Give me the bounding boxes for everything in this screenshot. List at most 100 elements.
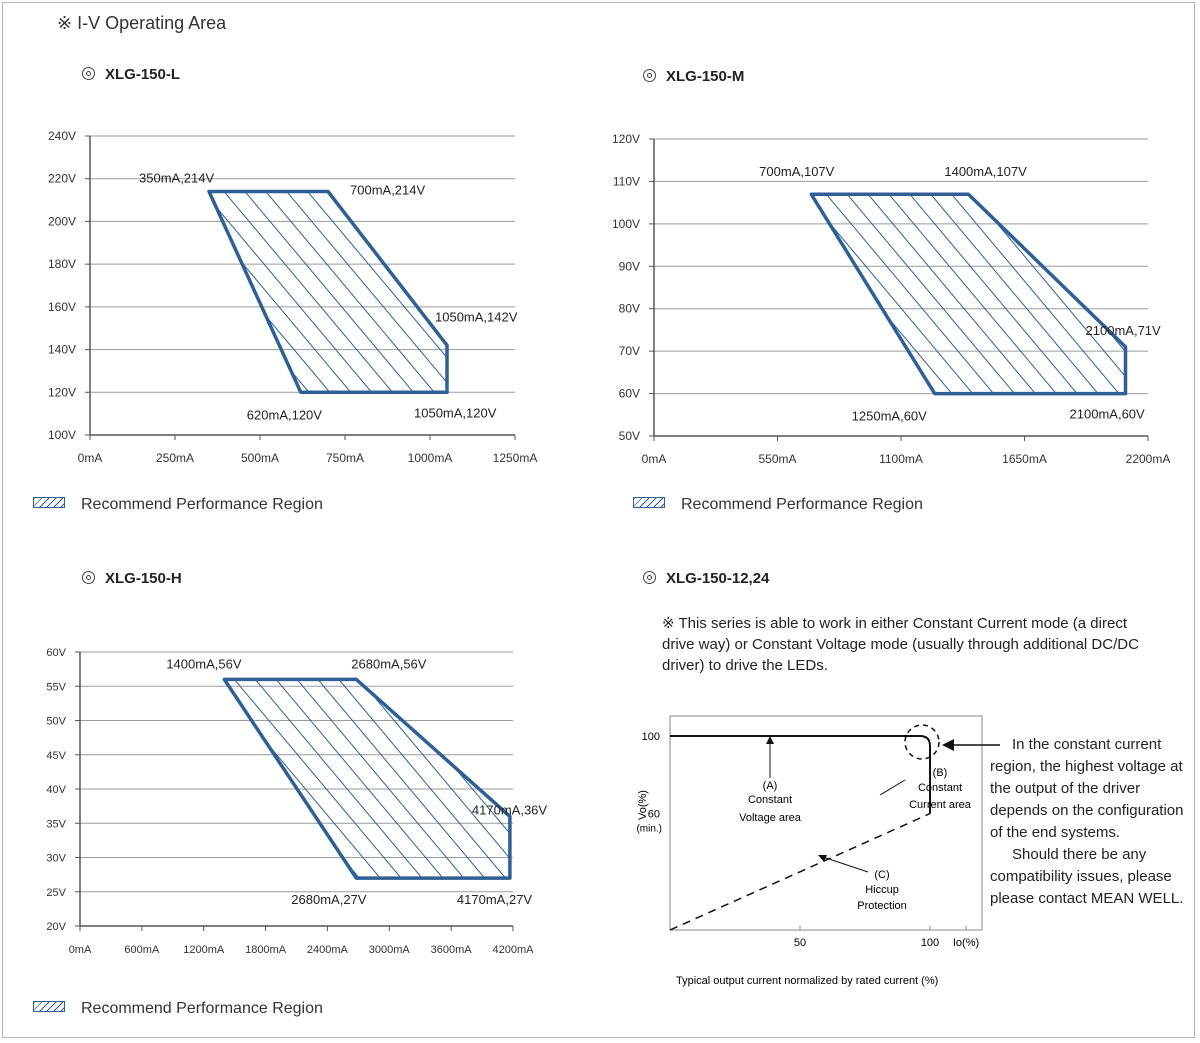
- x-tick-label: 1100mA: [879, 452, 923, 466]
- hatch-swatch-icon: [633, 497, 665, 508]
- chart-title-12-24: XLG-150-12,24: [643, 570, 769, 587]
- operating-region: [809, 192, 1128, 396]
- legend-m-label: Recommend Performance Region: [681, 496, 923, 513]
- chart-title-l: XLG-150-L: [82, 66, 180, 83]
- chart-title-m-text: XLG-150-M: [666, 68, 745, 85]
- chart-title-h: XLG-150-H: [82, 570, 182, 587]
- y-tick-label: 60: [648, 809, 660, 821]
- bullet-ring-icon: [643, 69, 656, 82]
- y-tick-label: 30V: [46, 853, 66, 865]
- point-label: 4170mA,27V: [457, 892, 532, 907]
- annotation-text: Voltage area: [739, 812, 802, 824]
- point-label: 2680mA,27V: [291, 892, 366, 907]
- point-label: 700mA,107V: [759, 164, 834, 179]
- point-label: 2100mA,71V: [1086, 323, 1161, 338]
- point-label: 2100mA,60V: [1070, 407, 1145, 422]
- x-tick-label: 50: [794, 937, 806, 949]
- x-tick-label: 1200mA: [183, 944, 225, 956]
- annotation-text: (A): [763, 780, 778, 792]
- x-axis-label: Io(%): [953, 937, 979, 949]
- y-tick-label: 80V: [619, 302, 640, 316]
- chart-vo-io: 100 60 (min.) Vo(%) 50 100 Io(%) Typical output…: [636, 715, 1000, 987]
- point-label: 620mA,120V: [247, 407, 322, 422]
- x-tick-label: 0mA: [78, 451, 103, 465]
- point-label: 4170mA,36V: [472, 802, 547, 817]
- y-tick-label: 140V: [48, 343, 76, 357]
- x-tick-label: 250mA: [156, 451, 194, 465]
- x-tick-label: 600mA: [124, 944, 160, 956]
- y-tick-label: 100V: [48, 428, 76, 442]
- y-tick-label: 70V: [619, 344, 640, 358]
- annotation-c-arrow: [818, 855, 827, 862]
- y-tick-label: 220V: [48, 172, 76, 186]
- chart-title-12-24-text: XLG-150-12,24: [666, 570, 770, 587]
- y-tick-label: 50V: [619, 429, 640, 443]
- x-tick-label: 3600mA: [431, 944, 473, 956]
- annotation-text: Current area: [909, 799, 972, 811]
- y-tick-label: 50V: [46, 716, 66, 728]
- annotation-c-pointer: [819, 855, 869, 873]
- annotation-text: Protection: [857, 900, 907, 912]
- y-tick-label: 240V: [48, 129, 76, 143]
- section-title: ※ I-V Operating Area: [57, 13, 227, 33]
- side-note: In the constant current region, the high…: [990, 734, 1195, 910]
- y-tick-label: 20V: [46, 921, 66, 933]
- y-axis-label: Vo(%): [637, 790, 649, 820]
- point-label: 700mA,214V: [350, 183, 425, 198]
- y-tick-label: 25V: [46, 887, 66, 899]
- x-tick-label: 0mA: [69, 944, 92, 956]
- chart-m: 50V 60V 70V 80V 90V 100V 110V 120V 0mA 550mA 1100m…: [612, 132, 1171, 466]
- y-tick-label: 45V: [46, 750, 66, 762]
- x-tick-label: 3000mA: [369, 944, 411, 956]
- annotation-text: Constant: [748, 794, 792, 806]
- x-tick-label: 2400mA: [307, 944, 349, 956]
- y-tick-label: 160V: [48, 300, 76, 314]
- legend-l-label: Recommend Performance Region: [81, 496, 323, 513]
- y-tick-label: 55V: [46, 681, 66, 693]
- point-label: 1400mA,107V: [944, 164, 1027, 179]
- point-label: 1050mA,142V: [435, 309, 518, 324]
- x-tick-label: 100: [921, 937, 939, 949]
- x-tick-label: 1800mA: [245, 944, 287, 956]
- point-label: 1400mA,56V: [166, 656, 241, 671]
- annotation-a-arrow: [766, 736, 774, 744]
- bullet-ring-icon: [82, 571, 95, 584]
- point-label: 1050mA,120V: [414, 405, 497, 420]
- series-note: ※ This series is able to work in either …: [662, 615, 1139, 674]
- x-tick-label: 0mA: [642, 452, 667, 466]
- y-tick-label: 120V: [48, 385, 76, 399]
- side-note-p1: In the constant current region, the high…: [990, 736, 1184, 841]
- side-note-p2: Should there be any compatibility issues…: [990, 846, 1184, 907]
- annotation-text: (B): [933, 767, 948, 779]
- callout-arrow-head: [942, 739, 954, 751]
- x-tick-label: 500mA: [241, 451, 279, 465]
- y-tick-label: 60V: [619, 387, 640, 401]
- y-tick-label: 60V: [46, 647, 66, 659]
- legend-l: Recommend Performance Region: [33, 496, 323, 514]
- cv-cc-curve: [670, 735, 931, 814]
- x-tick-label: 1000mA: [408, 451, 453, 465]
- operating-region: [222, 677, 512, 880]
- x-tick-label: 4200mA: [493, 944, 535, 956]
- chart-title-l-text: XLG-150-L: [105, 66, 181, 83]
- y-tick-label: (min.): [636, 824, 662, 835]
- x-tick-label: 1250mA: [493, 451, 538, 465]
- chart-title-m: XLG-150-M: [643, 68, 744, 85]
- y-tick-label: 35V: [46, 818, 66, 830]
- y-tick-label: 200V: [48, 214, 76, 228]
- legend-h-label: Recommend Performance Region: [81, 1000, 323, 1017]
- highlight-circle: [904, 724, 940, 760]
- y-tick-label: 100: [642, 731, 660, 743]
- bullet-ring-icon: [643, 571, 656, 584]
- hatch-swatch-icon: [33, 497, 65, 508]
- y-tick-label: 40V: [46, 784, 66, 796]
- annotation-b-pointer: [879, 779, 906, 796]
- operating-region: [207, 189, 449, 395]
- annotation-text: (C): [874, 869, 889, 881]
- annotation-text: Constant: [918, 782, 962, 794]
- bullet-ring-icon: [82, 67, 95, 80]
- chart-h: 20V 25V 30V 35V 40V 45V 50V 55V 60V 0mA 600mA 1200m…: [46, 647, 547, 956]
- x-tick-label: 2200mA: [1126, 452, 1171, 466]
- y-tick-label: 120V: [612, 132, 640, 146]
